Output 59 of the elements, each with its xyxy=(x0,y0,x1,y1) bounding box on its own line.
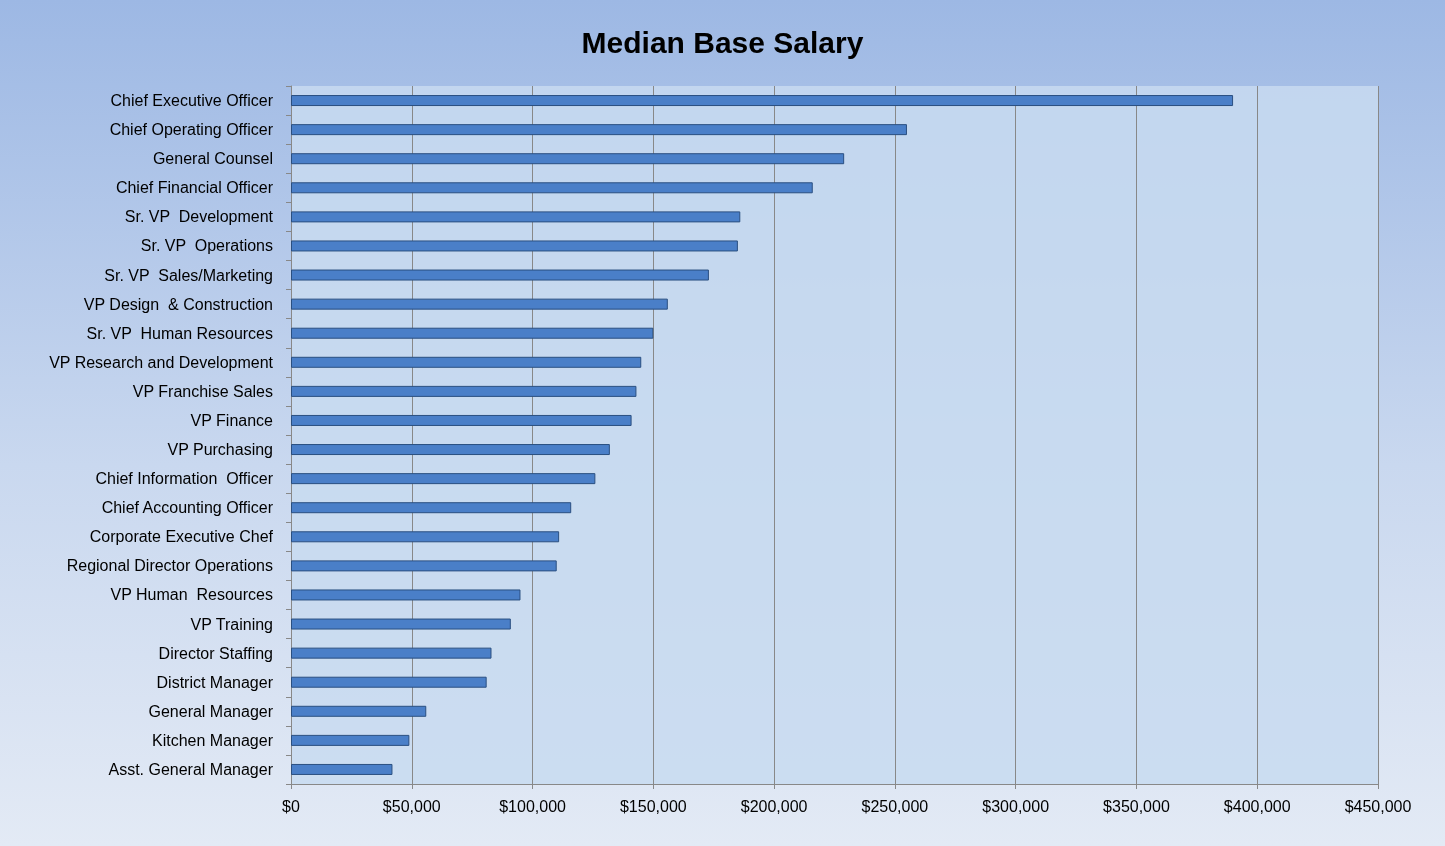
bar xyxy=(291,211,741,223)
y-tick-label: Kitchen Manager xyxy=(152,731,274,749)
y-tick-label: Sr. VP Human Resources xyxy=(86,324,273,342)
x-tick-label: $300,000 xyxy=(982,797,1050,815)
x-tick-label: $250,000 xyxy=(861,797,929,815)
bar xyxy=(291,240,738,252)
y-tick-label: VP Design & Construction xyxy=(83,295,273,313)
y-tick-label: Chief Information Officer xyxy=(95,470,274,488)
x-tick-label: $200,000 xyxy=(740,797,808,815)
y-tick-label: General Manager xyxy=(148,702,274,720)
bar xyxy=(291,298,668,310)
bar xyxy=(291,269,709,281)
y-tick-label: Director Staffing xyxy=(158,644,273,662)
y-tick-label: VP Human Resources xyxy=(110,586,273,604)
bar xyxy=(291,531,560,543)
y-tick-label: Chief Executive Officer xyxy=(110,92,274,110)
y-tick-label: VP Franchise Sales xyxy=(132,382,273,400)
y-tick-label: Asst. General Manager xyxy=(108,760,274,778)
bar xyxy=(291,589,521,601)
bar xyxy=(291,734,410,746)
bar xyxy=(291,502,572,514)
bar xyxy=(291,618,511,630)
bar xyxy=(291,676,487,688)
bar xyxy=(291,705,427,717)
y-tick-label: Sr. VP Sales/Marketing xyxy=(104,266,273,284)
y-tick-label: VP Training xyxy=(190,615,273,633)
y-tick-label: VP Finance xyxy=(190,411,274,429)
y-tick-label: District Manager xyxy=(156,673,274,691)
bar xyxy=(291,473,596,485)
bar xyxy=(291,444,610,456)
x-tick-label: $150,000 xyxy=(619,797,687,815)
bar xyxy=(291,95,1234,107)
bar xyxy=(291,182,813,194)
bar xyxy=(291,124,907,136)
x-tick-label: $50,000 xyxy=(382,797,441,815)
bar xyxy=(291,327,654,339)
x-tick-label: $0 xyxy=(282,797,300,815)
bar xyxy=(291,763,393,775)
chart-title: Median Base Salary xyxy=(581,25,864,59)
y-tick-label: Chief Accounting Officer xyxy=(101,499,274,517)
x-tick-label: $450,000 xyxy=(1344,797,1412,815)
x-tick-label: $350,000 xyxy=(1103,797,1170,815)
y-tick-label: Chief Operating Officer xyxy=(109,121,274,139)
bar xyxy=(291,560,557,572)
bar xyxy=(291,356,642,368)
y-tick-label: Regional Director Operations xyxy=(66,557,273,575)
y-tick-label: VP Research and Development xyxy=(49,353,274,371)
bar xyxy=(291,385,637,397)
y-tick-label: Chief Financial Officer xyxy=(115,179,274,197)
x-tick-label: $400,000 xyxy=(1223,797,1291,815)
y-tick-label: Corporate Executive Chef xyxy=(89,528,274,546)
y-tick-label: Sr. VP Operations xyxy=(140,237,273,255)
y-tick-label: General Counsel xyxy=(152,150,273,168)
y-tick-label: VP Purchasing xyxy=(167,441,273,459)
bar xyxy=(291,153,845,165)
y-tick-label: Sr. VP Development xyxy=(124,208,274,226)
x-tick-label: $100,000 xyxy=(499,797,567,815)
bar xyxy=(291,414,632,426)
bar xyxy=(291,647,492,659)
